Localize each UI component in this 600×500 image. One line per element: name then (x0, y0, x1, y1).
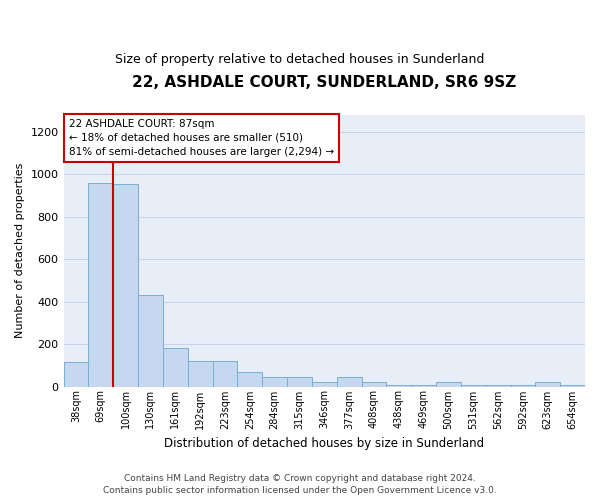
Bar (287, 377, 312, 386)
Bar (64, 362, 88, 386)
Bar (188, 361, 212, 386)
Bar (312, 382, 337, 386)
Bar (362, 382, 386, 386)
Title: 22, ASHDALE COURT, SUNDERLAND, SR6 9SZ: 22, ASHDALE COURT, SUNDERLAND, SR6 9SZ (132, 75, 517, 90)
Bar (337, 377, 362, 386)
X-axis label: Distribution of detached houses by size in Sunderland: Distribution of detached houses by size … (164, 437, 484, 450)
Text: Size of property relative to detached houses in Sunderland: Size of property relative to detached ho… (115, 52, 485, 66)
Text: 22 ASHDALE COURT: 87sqm
← 18% of detached houses are smaller (510)
81% of semi-d: 22 ASHDALE COURT: 87sqm ← 18% of detache… (69, 119, 334, 157)
Bar (436, 382, 461, 386)
Bar (262, 377, 287, 386)
Bar (113, 184, 138, 386)
Text: Contains HM Land Registry data © Crown copyright and database right 2024.
Contai: Contains HM Land Registry data © Crown c… (103, 474, 497, 495)
Bar (88, 182, 113, 386)
Bar (238, 372, 262, 386)
Bar (163, 348, 188, 387)
Bar (138, 295, 163, 386)
Bar (535, 382, 560, 386)
Y-axis label: Number of detached properties: Number of detached properties (15, 163, 25, 338)
Bar (212, 361, 238, 386)
